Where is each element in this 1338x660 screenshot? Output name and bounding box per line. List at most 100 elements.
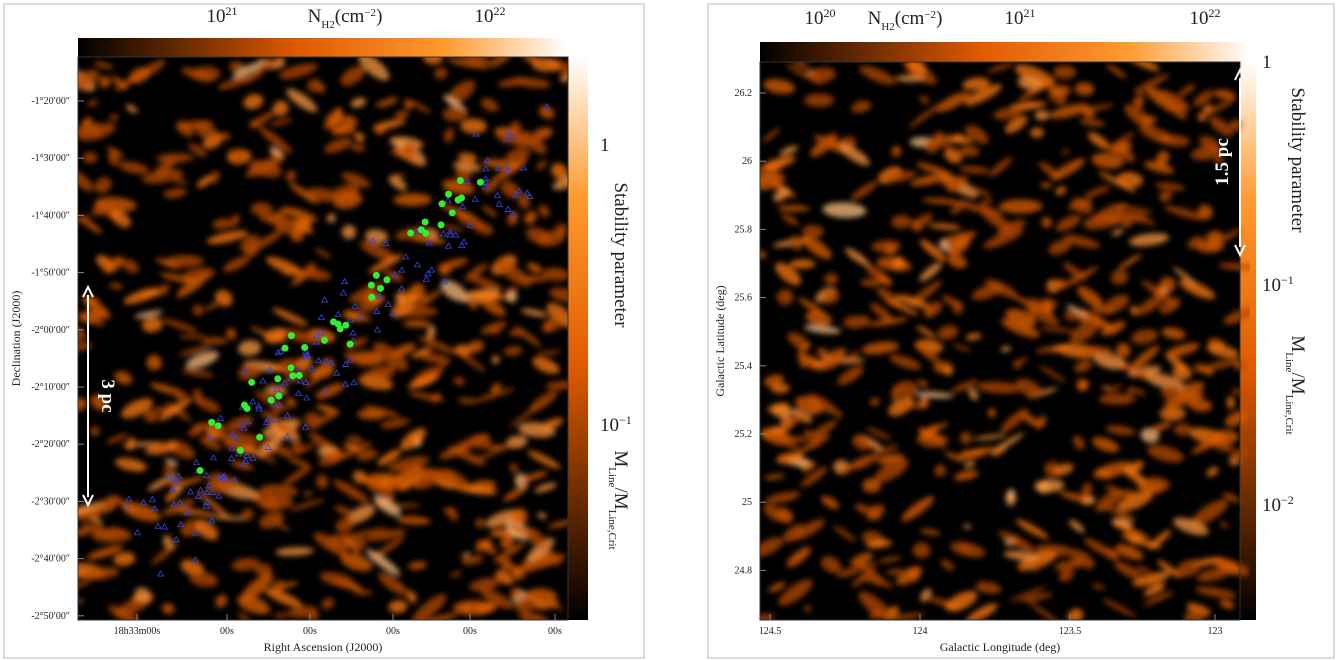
filament (109, 283, 123, 289)
core-marker (440, 278, 448, 285)
filament (444, 127, 454, 143)
filament (1159, 90, 1188, 108)
filament (275, 445, 293, 458)
filament (82, 152, 98, 164)
filament (254, 563, 273, 577)
protostar-marker (289, 372, 297, 380)
filament (838, 143, 870, 166)
filament (1191, 436, 1221, 454)
filament (891, 215, 912, 229)
filament (858, 591, 893, 620)
filament (1135, 90, 1146, 98)
filament (443, 507, 454, 516)
filament (537, 230, 566, 247)
core-marker (281, 379, 289, 386)
core-marker (262, 418, 271, 425)
filament (1026, 298, 1041, 314)
core-marker (444, 196, 452, 204)
filament (1006, 489, 1016, 501)
filament (161, 478, 193, 486)
protostar-marker (196, 467, 204, 475)
filament (506, 291, 517, 303)
filament (1140, 116, 1158, 123)
filament (163, 188, 187, 199)
filament (552, 174, 568, 190)
filament (1021, 593, 1053, 602)
protostar-marker (248, 378, 256, 386)
x-tick-label: 00s (548, 626, 562, 637)
filament (824, 273, 838, 285)
filament (1095, 489, 1123, 512)
filament (892, 256, 905, 269)
text-part: Line,Crit (1283, 395, 1295, 435)
core-marker (346, 316, 355, 323)
filament (883, 613, 926, 620)
text-part: Line,Crit (606, 510, 618, 550)
filament (1055, 186, 1067, 195)
filament (861, 341, 899, 355)
protostar-marker (336, 325, 344, 333)
filament (245, 155, 286, 178)
filament (1092, 437, 1120, 453)
core-marker (317, 313, 325, 321)
filament (1101, 385, 1114, 392)
filament (1114, 561, 1143, 580)
colorbar-tick-label: 1022 (475, 4, 506, 27)
filament (441, 224, 463, 232)
filament (1202, 104, 1213, 114)
filament (952, 300, 964, 315)
filament (358, 57, 390, 81)
filament (1046, 279, 1061, 293)
filament (891, 385, 901, 401)
filament (125, 104, 138, 113)
filament (1219, 599, 1235, 609)
filament (500, 536, 515, 549)
filament (916, 424, 939, 443)
filament (807, 393, 839, 415)
filament (975, 581, 1002, 594)
filament (1156, 150, 1170, 166)
filament (111, 75, 128, 90)
filament (1115, 343, 1131, 358)
filament (174, 392, 188, 400)
filament (388, 456, 430, 472)
filament (78, 122, 101, 136)
filament (776, 452, 805, 465)
filament (884, 170, 917, 183)
core-marker (169, 485, 177, 493)
filament (272, 100, 289, 117)
core-marker (160, 523, 169, 530)
colorbar-tick-label: 10−1 (600, 413, 632, 436)
filament (871, 240, 901, 253)
filament (962, 524, 972, 529)
core-marker (302, 394, 311, 401)
filament (408, 374, 438, 389)
filament (544, 318, 556, 329)
filament (920, 588, 932, 602)
filament (180, 559, 205, 576)
filament (813, 420, 838, 436)
filament (231, 557, 259, 571)
filament (1197, 112, 1206, 122)
filament (78, 69, 100, 90)
filament (200, 336, 228, 345)
filament (260, 484, 299, 497)
filament (178, 344, 213, 356)
filament (173, 484, 183, 493)
filament (763, 78, 795, 94)
filament (1184, 608, 1206, 620)
filament (889, 354, 921, 370)
filament (275, 547, 314, 556)
core-marker (241, 367, 249, 374)
filament (805, 311, 832, 326)
filament (450, 433, 489, 453)
filament (93, 61, 114, 70)
filament (928, 223, 962, 230)
core-marker (169, 475, 178, 482)
core-marker (303, 351, 311, 358)
filament (966, 603, 998, 620)
filament (78, 501, 105, 516)
filament (1018, 78, 1056, 102)
colorbar-label: NH2(cm−2) (868, 8, 943, 33)
filament (915, 391, 954, 399)
